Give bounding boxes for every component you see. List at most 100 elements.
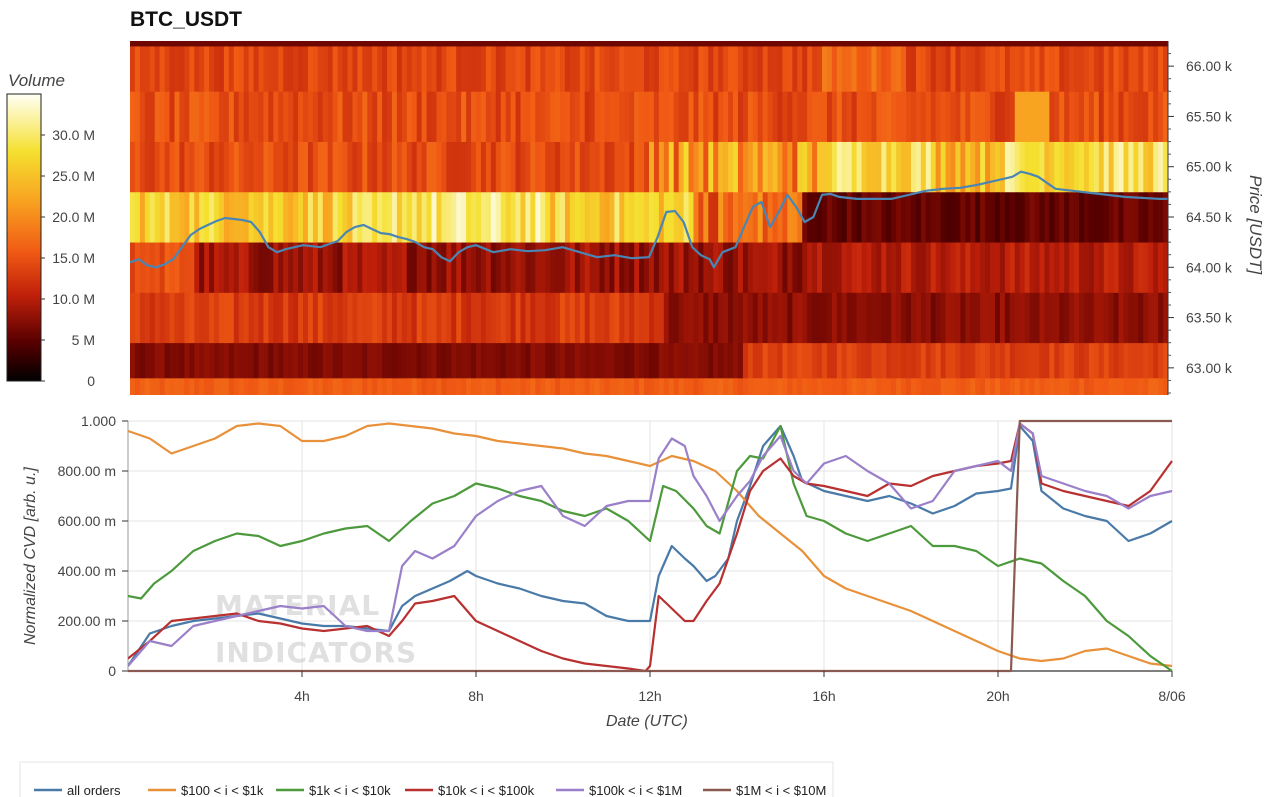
heatmap-cell (446, 46, 452, 92)
heatmap-cell (560, 141, 566, 193)
heatmap-cell (367, 242, 373, 293)
heatmap-cell (624, 292, 630, 344)
heatmap-cell (891, 377, 897, 395)
heatmap-cell (614, 342, 620, 379)
heatmap-cell (352, 342, 358, 379)
heatmap-cell (1143, 41, 1149, 47)
heatmap-cell (278, 141, 284, 193)
heatmap-cell (352, 377, 358, 395)
heatmap-cell (822, 242, 828, 293)
heatmap-cell (668, 377, 675, 395)
heatmap-cell (609, 377, 615, 395)
heatmap-cell (955, 46, 961, 92)
heatmap-cell (1098, 46, 1105, 92)
heatmap-cell (401, 242, 408, 293)
heatmap-cell (787, 46, 793, 92)
heatmap-cell (723, 91, 729, 142)
heatmap-cell (258, 141, 265, 193)
heatmap-cell (703, 292, 709, 344)
heatmap-cell (723, 377, 729, 395)
heatmap-cell (495, 377, 502, 395)
heatmap-cell (817, 141, 823, 193)
heatmap-cell (1123, 141, 1130, 193)
heatmap-cell (174, 41, 181, 47)
heatmap-cell (762, 91, 769, 142)
heatmap-cell (209, 141, 215, 193)
heatmap-cell (258, 342, 265, 379)
heatmap-cell (540, 41, 546, 47)
heatmap-cell (822, 191, 828, 243)
heatmap-cell (980, 91, 986, 142)
heatmap-cell (441, 191, 447, 243)
heatmap-cell (777, 242, 784, 293)
heatmap-cell (357, 41, 363, 47)
heatmap-cell (584, 191, 591, 243)
heatmap-cell (901, 41, 907, 47)
heatmap-cell (1024, 191, 1031, 243)
heatmap-cell (649, 377, 655, 395)
heatmap-cell (999, 41, 1006, 47)
heatmap-cell (1019, 46, 1026, 92)
heatmap-cell (510, 242, 517, 293)
heatmap-cell (253, 41, 260, 47)
heatmap-cell (649, 141, 655, 193)
heatmap-cell (990, 41, 996, 47)
heatmap-cell (456, 91, 462, 142)
heatmap-cell (990, 292, 996, 344)
heatmap-cell (258, 377, 265, 395)
heatmap-cell (228, 377, 235, 395)
heatmap-cell (891, 141, 897, 193)
heatmap-cell (214, 242, 220, 293)
heatmap-cell (144, 91, 151, 142)
heatmap-cell (940, 377, 947, 395)
heatmap-cell (1004, 377, 1011, 395)
heatmap-cell (1128, 191, 1134, 243)
heatmap-cell (747, 292, 754, 344)
heatmap-cell (723, 46, 729, 92)
heatmap-cell (812, 377, 818, 395)
heatmap-cell (209, 342, 215, 379)
heatmap-cell (693, 46, 700, 92)
heatmap-cell (945, 191, 952, 243)
heatmap-cell (985, 377, 991, 395)
heatmap-cell (278, 377, 284, 395)
heatmap-cell (189, 91, 195, 142)
heatmap-cell (866, 191, 873, 243)
heatmap-cell (130, 91, 136, 142)
heatmap-cell (520, 377, 527, 395)
heatmap-cell (579, 41, 586, 47)
heatmap-cell (569, 242, 576, 293)
heatmap-cell (807, 242, 813, 293)
legend-entry: $100k < i < $1M (589, 783, 682, 797)
heatmap-cell (525, 46, 531, 92)
heatmap-cell (1054, 141, 1060, 193)
heatmap-cell (619, 292, 625, 344)
heatmap-cell (337, 191, 344, 243)
heatmap-cell (377, 377, 383, 395)
heatmap-cell (372, 46, 378, 92)
heatmap-cell (886, 292, 892, 344)
heatmap-cell (243, 91, 250, 142)
heatmap-cell (950, 141, 957, 193)
heatmap-cell (263, 91, 269, 142)
heatmap-cell (446, 292, 452, 344)
heatmap-cell (1093, 377, 1100, 395)
heatmap-cell (940, 141, 947, 193)
heatmap-cell (688, 242, 695, 293)
heatmap-cell (505, 141, 512, 193)
heatmap-cell (416, 377, 423, 395)
heatmap-cell (1009, 41, 1016, 47)
heatmap-cell (718, 41, 724, 47)
heatmap-cell (995, 41, 1001, 47)
heatmap-cell (945, 342, 952, 379)
heatmap-cell (293, 141, 299, 193)
heatmap-cell (920, 242, 927, 293)
legend-entry: $100 < i < $1k (181, 783, 264, 797)
heatmap-cell (228, 41, 235, 47)
heatmap-cell (836, 377, 843, 395)
price-tick-label: 65.00 k (1186, 159, 1233, 175)
heatmap-cell (723, 41, 729, 47)
heatmap-cell (935, 46, 942, 92)
heatmap-cell (678, 292, 685, 344)
heatmap-cell (599, 292, 606, 344)
